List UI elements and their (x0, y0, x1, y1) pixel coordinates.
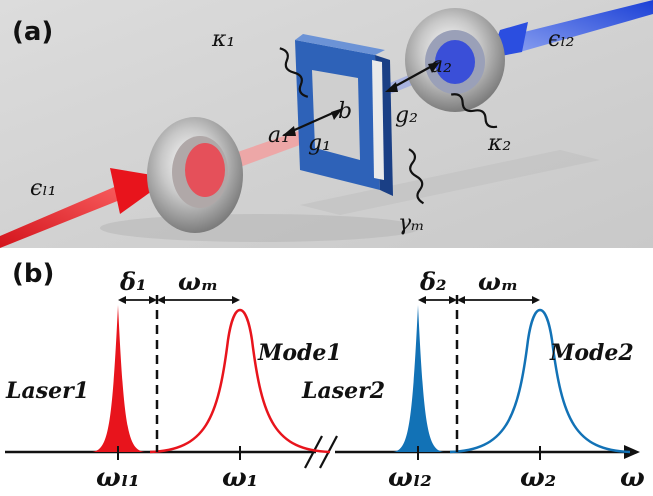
laser2-peak (393, 305, 444, 452)
delta2-label: δ₂ (419, 267, 447, 296)
g2-arrow (385, 62, 440, 92)
floor-shadow (100, 214, 420, 242)
b-label: b (338, 99, 352, 124)
eps-l1-label: ϵₗ₁ (30, 176, 56, 201)
omega-m-1-label: ωₘ (178, 267, 218, 296)
panel-b: (b) (5, 259, 645, 493)
gamma-m-label: γₘ (398, 211, 425, 236)
a2-label: a₂ (430, 53, 452, 78)
omega-m-2-arrow (457, 296, 540, 304)
panel-b-label: (b) (12, 259, 54, 289)
omega-axis-label: ω (620, 463, 645, 493)
omega-l2-label: ωₗ₂ (388, 463, 432, 493)
red-beam (0, 176, 150, 248)
kappa1-label: κ₁ (211, 27, 235, 52)
omega-m-2-label: ωₘ (478, 267, 518, 296)
floor-reflection (300, 150, 600, 215)
delta1-arrow (118, 296, 157, 304)
axis-arrowhead (624, 445, 640, 459)
delta2-arrow (418, 296, 457, 304)
laser1-label: Laser1 (5, 378, 89, 404)
laser1-peak (92, 305, 145, 452)
gamma-wave (408, 148, 425, 205)
kappa1-wave (279, 47, 309, 98)
mode2-label: Mode2 (549, 340, 634, 366)
a1-label: a₁ (268, 123, 290, 148)
delta1-label: δ₁ (119, 267, 147, 296)
panel-a-label: (a) (12, 17, 53, 47)
kappa2-label: κ₂ (487, 131, 511, 156)
mode1-label: Mode1 (257, 340, 342, 366)
laser2-label: Laser2 (301, 378, 385, 404)
panel-a: (a) κ₁ κ₂ ϵₗ₁ ϵₗ₂ a₁ a₂ g₁ g₂ b γₘ (0, 0, 653, 248)
mode1-peak (149, 308, 331, 454)
eps-l2-label: ϵₗ₂ (548, 27, 574, 52)
g1-label: g₁ (308, 131, 331, 156)
mode2-peak (449, 308, 631, 454)
blue-beam (508, 0, 653, 52)
omega-l1-label: ωₗ₁ (96, 463, 140, 493)
left-mirror (147, 117, 243, 233)
right-mirror (405, 8, 505, 112)
g2-label: g₂ (395, 103, 418, 128)
kappa2-wave (450, 93, 498, 129)
omega-1-label: ω₁ (222, 463, 258, 493)
axis-break-1 (304, 435, 323, 469)
omega-m-1-arrow (157, 296, 240, 304)
g1-arrow (282, 108, 343, 136)
omega-2-label: ω₂ (520, 463, 556, 493)
